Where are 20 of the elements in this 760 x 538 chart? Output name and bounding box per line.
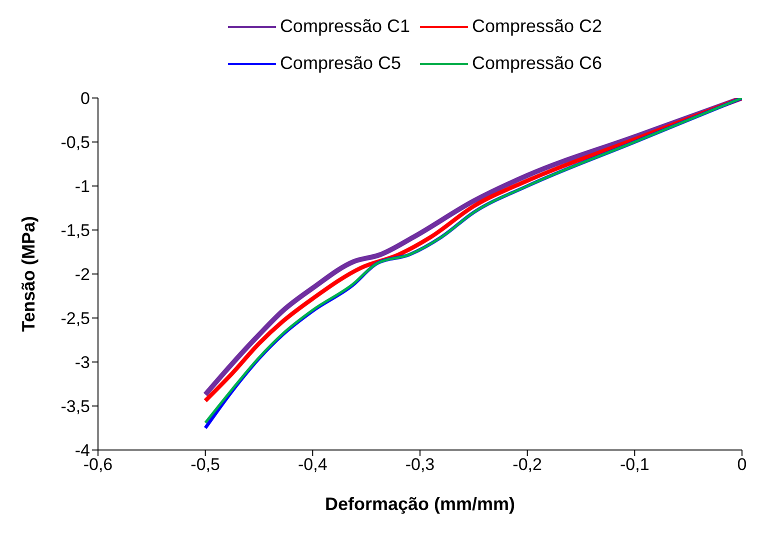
y-axis-title: Tensão (MPa) [18, 216, 38, 332]
y-tick-label: -1,5 [60, 221, 90, 240]
y-tick-label: -3 [74, 353, 90, 372]
legend-label: Compressão C1 [280, 16, 410, 37]
y-tick-label: 0 [80, 89, 90, 108]
y-tick-label: -2,5 [60, 309, 90, 328]
x-tick-label: -0,5 [190, 455, 220, 474]
y-tick-label: -2 [74, 265, 90, 284]
x-tick-label: -0,4 [298, 455, 328, 474]
x-tick-label: 0 [737, 455, 747, 474]
y-tick-label: -3,5 [60, 397, 90, 416]
y-tick-label: -0,5 [60, 133, 90, 152]
legend-label: Compressão C6 [472, 53, 602, 74]
legend-label: Compresão C5 [280, 53, 401, 74]
legend-label: Compressão C2 [472, 16, 602, 37]
y-tick-label: -1 [74, 177, 90, 196]
x-tick-label: -0,2 [512, 455, 542, 474]
x-tick-label: -0,3 [405, 455, 435, 474]
x-tick-label: -0,1 [620, 455, 650, 474]
x-axis-title: Deformação (mm/mm) [324, 494, 516, 514]
